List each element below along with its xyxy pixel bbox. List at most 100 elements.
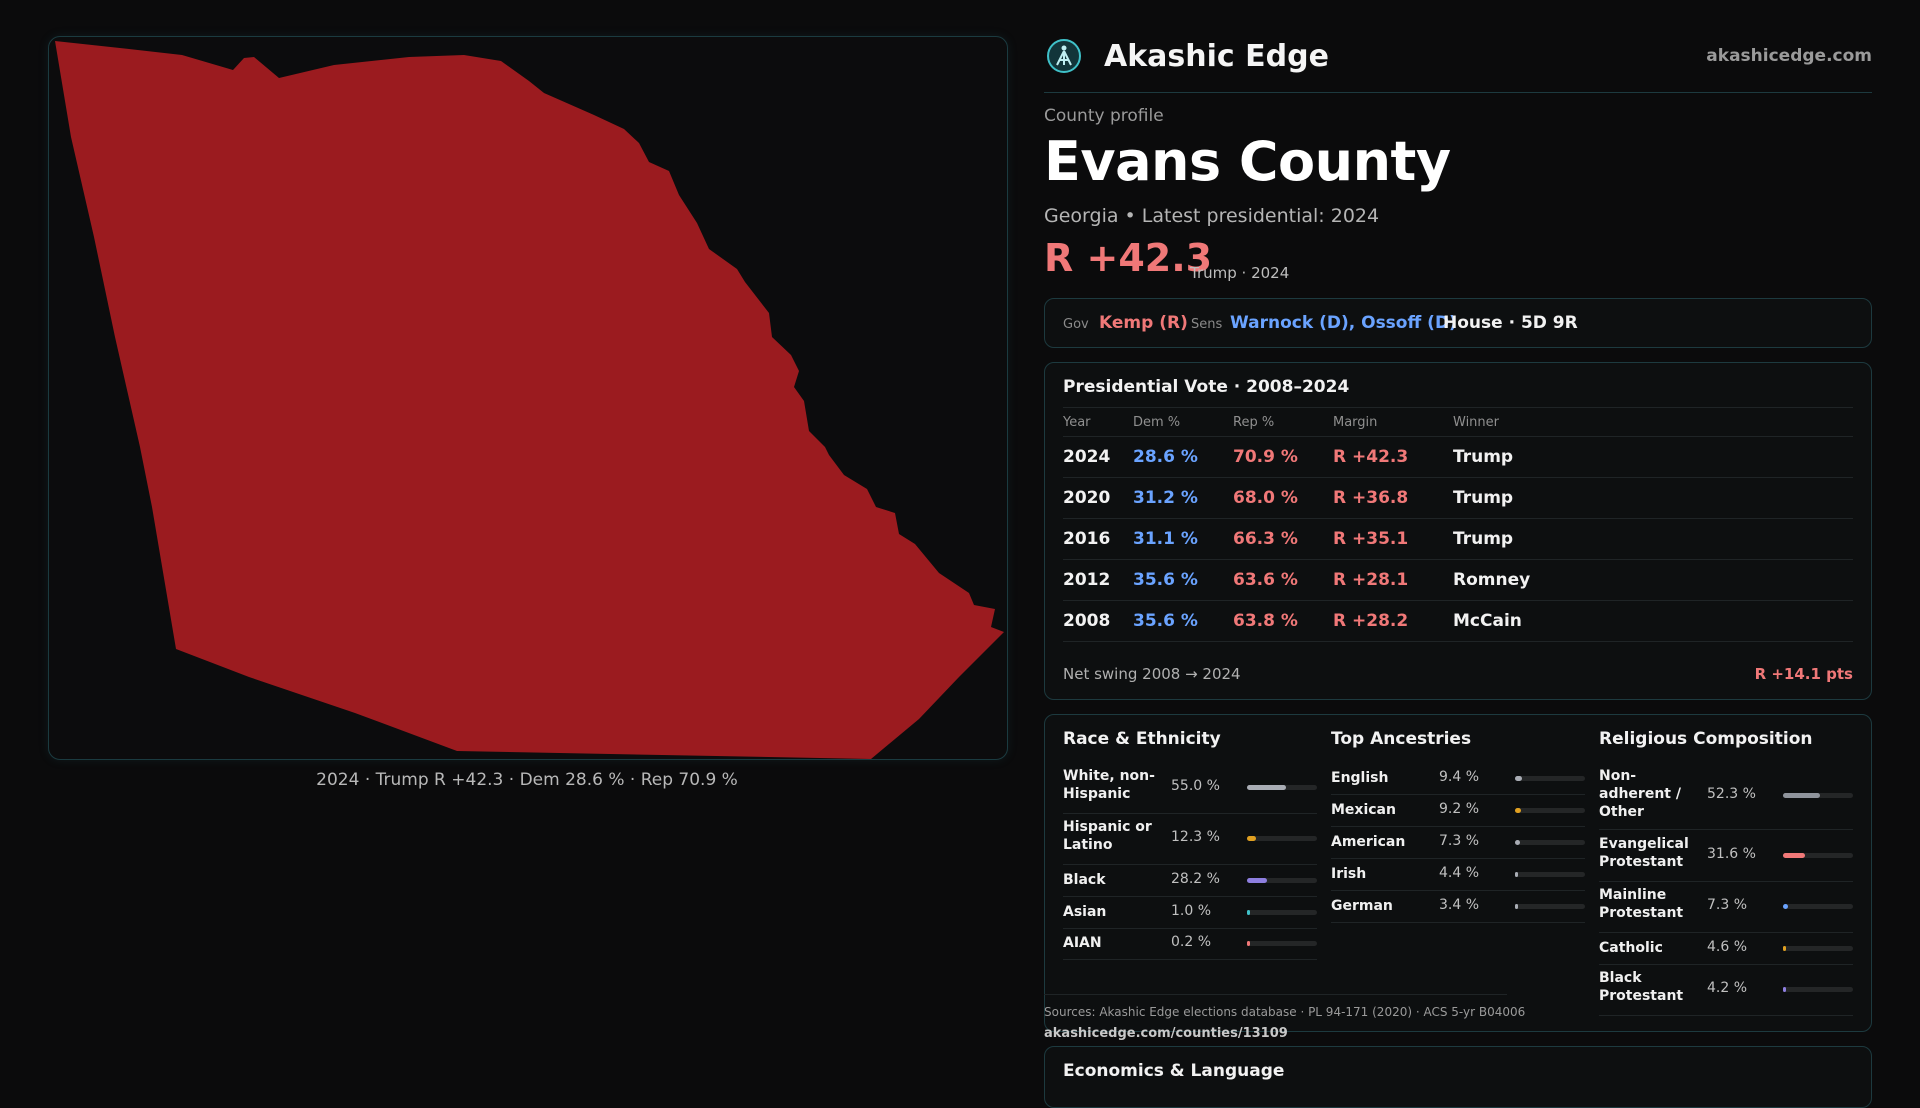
- officials-bar: Gov Kemp (R) Sens Warnock (D), Ossoff (D…: [1044, 298, 1872, 348]
- item-bar-track: [1783, 853, 1853, 858]
- col-header-margin: Margin: [1333, 415, 1378, 430]
- row-winner: McCain: [1453, 611, 1522, 631]
- headline-margin-note: Trump · 2024: [1190, 264, 1290, 282]
- row-rep: 63.6 %: [1233, 570, 1298, 590]
- item-percent: 0.2 %: [1171, 933, 1212, 950]
- item-label: White, non-Hispanic: [1063, 768, 1155, 802]
- item-bar-track: [1783, 793, 1853, 798]
- item-label: Non-adherent / Other: [1599, 768, 1681, 820]
- item-label: American: [1331, 834, 1406, 850]
- item-label: Hispanic or Latino: [1063, 819, 1152, 853]
- item-label: English: [1331, 770, 1389, 786]
- headline-margin: R +42.3: [1044, 236, 1213, 280]
- list-item: White, non-Hispanic 55.0 %: [1063, 765, 1317, 814]
- item-label: Evangelical Protestant: [1599, 836, 1689, 870]
- item-bar-fill: [1515, 871, 1519, 877]
- col-header-dem: Dem %: [1133, 415, 1181, 430]
- item-label: German: [1331, 898, 1393, 914]
- item-percent: 4.6 %: [1707, 938, 1748, 955]
- col-header-year: Year: [1063, 415, 1091, 430]
- item-percent: 52.3 %: [1707, 786, 1756, 802]
- table-row: 2008 35.6 % 63.8 % R +28.2 McCain: [1063, 600, 1853, 642]
- item-percent: 31.6 %: [1707, 846, 1756, 862]
- page-kicker: County profile: [1044, 106, 1164, 126]
- list-item: Catholic 4.6 %: [1599, 935, 1853, 965]
- item-label: Asian: [1063, 904, 1107, 920]
- row-dem: 35.6 %: [1133, 570, 1198, 590]
- list-item: Black Protestant 4.2 %: [1599, 967, 1853, 1016]
- brand-name: Akashic Edge: [1104, 39, 1329, 74]
- sources-text: Sources: Akashic Edge elections database…: [1044, 1005, 1526, 1019]
- net-swing-label: Net swing 2008 → 2024: [1063, 665, 1241, 683]
- item-bar-track: [1247, 940, 1317, 946]
- county-shape[interactable]: [55, 41, 1004, 759]
- item-bar-fill: [1247, 940, 1250, 946]
- item-percent: 7.3 %: [1439, 832, 1480, 849]
- row-year: 2024: [1063, 447, 1111, 467]
- list-item: Evangelical Protestant 31.6 %: [1599, 833, 1853, 882]
- list-item: German 3.4 %: [1331, 893, 1585, 923]
- sources-divider: [1044, 994, 1507, 995]
- page-subtitle: Georgia • Latest presidential: 2024: [1044, 205, 1380, 227]
- item-bar-fill: [1515, 775, 1522, 781]
- item-label: Black Protestant: [1599, 970, 1684, 1004]
- row-winner: Trump: [1453, 529, 1514, 549]
- item-bar-track: [1515, 903, 1585, 909]
- row-dem: 28.6 %: [1133, 447, 1198, 467]
- economics-card: Economics & Language: [1044, 1046, 1872, 1108]
- item-percent: 4.2 %: [1707, 980, 1748, 996]
- row-rep: 70.9 %: [1233, 447, 1298, 467]
- row-margin: R +35.1: [1333, 529, 1409, 549]
- item-bar-fill: [1247, 877, 1267, 883]
- item-bar-fill: [1783, 853, 1806, 858]
- table-row: 2024 28.6 % 70.9 % R +42.3 Trump: [1063, 436, 1853, 478]
- county-shape-svg: [55, 41, 1004, 759]
- item-percent: 12.3 %: [1171, 829, 1220, 845]
- map-caption: 2024 · Trump R +42.3 · Dem 28.6 % · Rep …: [316, 770, 738, 790]
- row-margin: R +28.1: [1333, 570, 1409, 590]
- item-percent: 1.0 %: [1171, 902, 1212, 919]
- item-bar-track: [1783, 987, 1853, 992]
- row-margin: R +36.8: [1333, 488, 1409, 508]
- item-bar-fill: [1515, 903, 1518, 909]
- county-permalink[interactable]: akashicedge.com/counties/13109: [1044, 1026, 1288, 1041]
- item-bar-fill: [1247, 785, 1286, 790]
- table-row: 2020 31.2 % 68.0 % R +36.8 Trump: [1063, 477, 1853, 519]
- item-bar-fill: [1783, 945, 1787, 951]
- list-item: Mexican 9.2 %: [1331, 797, 1585, 827]
- row-winner: Trump: [1453, 447, 1514, 467]
- item-bar-fill: [1515, 807, 1522, 813]
- row-rep: 63.8 %: [1233, 611, 1298, 631]
- row-year: 2020: [1063, 488, 1111, 508]
- demographics-card: Race & Ethnicity Top Ancestries Religiou…: [1044, 714, 1872, 1032]
- brand-url-link[interactable]: akashicedge.com: [1706, 46, 1872, 66]
- table-row: 2016 31.1 % 66.3 % R +35.1 Trump: [1063, 518, 1853, 560]
- item-percent: 55.0 %: [1171, 778, 1220, 794]
- item-bar-track: [1515, 871, 1585, 877]
- table-row: 2012 35.6 % 63.6 % R +28.1 Romney: [1063, 559, 1853, 601]
- brand-header: Akashic Edge akashicedge.com: [1044, 36, 1872, 93]
- item-bar-track: [1783, 904, 1853, 909]
- item-bar-fill: [1515, 839, 1521, 845]
- row-rep: 68.0 %: [1233, 488, 1298, 508]
- item-bar-track: [1247, 909, 1317, 915]
- item-bar-fill: [1247, 836, 1256, 841]
- item-bar-track: [1515, 807, 1585, 813]
- item-percent: 7.3 %: [1707, 897, 1748, 913]
- presidential-vote-card: Presidential Vote · 2008–2024 Year Dem %…: [1044, 362, 1872, 700]
- row-margin: R +42.3: [1333, 447, 1409, 467]
- brand-logo-icon: [1047, 39, 1081, 73]
- item-bar-track: [1515, 775, 1585, 781]
- item-bar-track: [1247, 877, 1317, 883]
- ancestry-title: Top Ancestries: [1331, 729, 1472, 749]
- row-rep: 66.3 %: [1233, 529, 1298, 549]
- item-label: Irish: [1331, 866, 1367, 882]
- county-map[interactable]: [48, 36, 1008, 760]
- item-bar-track: [1247, 785, 1317, 790]
- list-item: Hispanic or Latino 12.3 %: [1063, 816, 1317, 865]
- col-header-rep: Rep %: [1233, 415, 1275, 430]
- item-percent: 9.4 %: [1439, 768, 1480, 785]
- item-percent: 3.4 %: [1439, 896, 1480, 913]
- item-bar-fill: [1783, 987, 1786, 992]
- row-margin: R +28.2: [1333, 611, 1409, 631]
